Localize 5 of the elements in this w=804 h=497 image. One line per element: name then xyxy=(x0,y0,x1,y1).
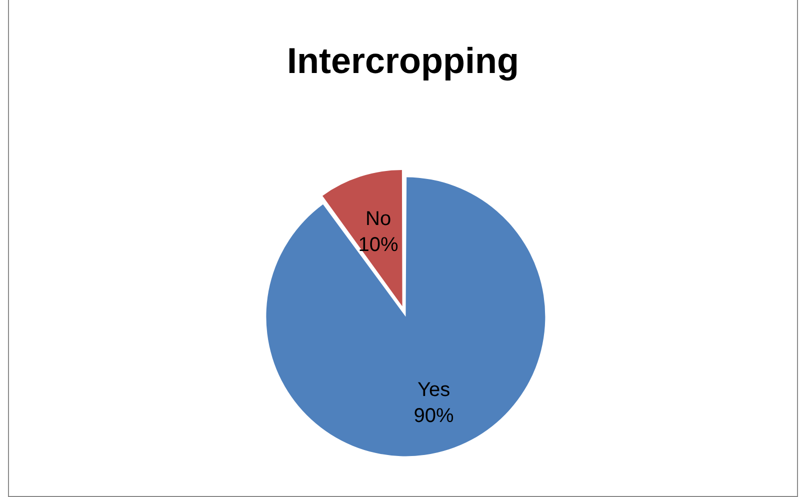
slice-label: No xyxy=(366,208,392,230)
chart-title: Intercropping xyxy=(286,40,520,82)
data-label: 90% xyxy=(414,404,454,427)
data-label: 10% xyxy=(358,234,399,256)
slice-label: Yes xyxy=(417,378,450,401)
